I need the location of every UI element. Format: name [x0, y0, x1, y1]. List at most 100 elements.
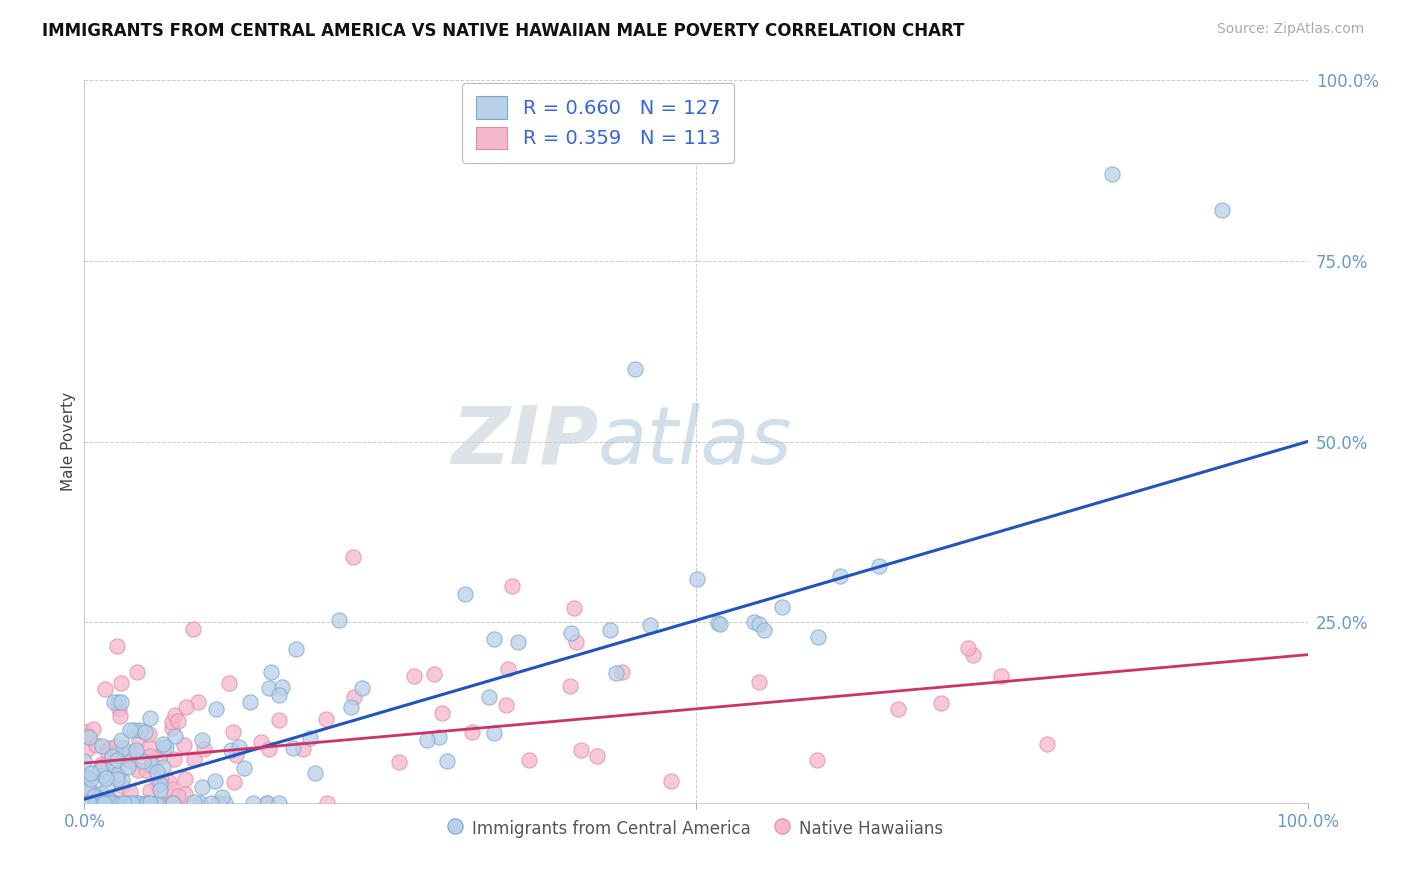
- Point: [267, 796, 290, 810]
- Point: [75, 796, 97, 810]
- Point: [120, 785, 142, 799]
- Point: [84, 796, 107, 810]
- Point: [86, 792, 108, 806]
- Point: [139, 748, 162, 763]
- Point: [1036, 737, 1059, 751]
- Point: [127, 763, 149, 777]
- Point: [454, 587, 477, 601]
- Point: [709, 617, 731, 632]
- Point: [79, 784, 101, 798]
- Point: [148, 796, 170, 810]
- Point: [886, 702, 908, 716]
- Point: [291, 742, 314, 756]
- Point: [131, 754, 153, 768]
- Point: [183, 795, 205, 809]
- Point: [89, 763, 111, 777]
- Point: [624, 362, 647, 376]
- Point: [427, 730, 450, 744]
- Point: [315, 796, 337, 810]
- Point: [249, 735, 271, 749]
- Point: [91, 796, 114, 810]
- Point: [91, 768, 114, 782]
- Point: [79, 796, 101, 810]
- Point: [228, 739, 250, 754]
- Point: [956, 640, 979, 655]
- Point: [96, 771, 118, 785]
- Point: [105, 639, 128, 653]
- Point: [138, 727, 160, 741]
- Point: [558, 679, 581, 693]
- Point: [125, 743, 148, 757]
- Point: [117, 760, 139, 774]
- Point: [328, 613, 350, 627]
- Point: [94, 796, 117, 810]
- Point: [193, 742, 215, 756]
- Point: [260, 665, 283, 680]
- Point: [1211, 203, 1233, 218]
- Point: [118, 723, 141, 737]
- Point: [242, 796, 264, 810]
- Point: [125, 796, 148, 810]
- Point: [605, 665, 627, 680]
- Point: [105, 753, 128, 767]
- Point: [101, 759, 124, 773]
- Point: [402, 669, 425, 683]
- Point: [103, 796, 125, 810]
- Point: [160, 796, 183, 810]
- Point: [125, 665, 148, 680]
- Point: [239, 695, 262, 709]
- Point: [73, 725, 96, 739]
- Point: [110, 695, 132, 709]
- Point: [76, 781, 98, 796]
- Point: [222, 774, 245, 789]
- Point: [93, 796, 115, 810]
- Point: [76, 784, 98, 798]
- Point: [136, 796, 159, 810]
- Point: [869, 558, 891, 573]
- Point: [94, 682, 117, 697]
- Point: [97, 796, 120, 810]
- Point: [423, 666, 446, 681]
- Point: [145, 796, 167, 810]
- Point: [79, 730, 101, 744]
- Point: [73, 754, 96, 768]
- Point: [105, 739, 128, 754]
- Point: [121, 745, 143, 759]
- Point: [340, 700, 363, 714]
- Point: [962, 648, 984, 662]
- Point: [270, 680, 292, 694]
- Point: [84, 796, 107, 810]
- Point: [107, 695, 129, 709]
- Point: [517, 753, 540, 767]
- Point: [103, 695, 125, 709]
- Point: [929, 696, 952, 710]
- Point: [86, 765, 108, 780]
- Point: [111, 773, 134, 788]
- Point: [496, 662, 519, 676]
- Point: [110, 675, 132, 690]
- Point: [752, 624, 775, 638]
- Point: [173, 738, 195, 752]
- Point: [139, 784, 162, 798]
- Point: [121, 754, 143, 768]
- Legend: Immigrants from Central America, Native Hawaiians: Immigrants from Central America, Native …: [441, 812, 950, 845]
- Point: [97, 796, 120, 810]
- Point: [342, 690, 364, 704]
- Point: [149, 776, 172, 790]
- Point: [153, 740, 176, 755]
- Point: [155, 739, 177, 754]
- Point: [75, 796, 97, 810]
- Point: [100, 748, 122, 763]
- Point: [122, 723, 145, 737]
- Point: [149, 783, 172, 797]
- Point: [430, 706, 453, 720]
- Point: [707, 615, 730, 630]
- Point: [141, 758, 163, 772]
- Point: [160, 714, 183, 729]
- Point: [222, 725, 245, 739]
- Point: [495, 698, 517, 712]
- Point: [96, 796, 118, 810]
- Point: [167, 789, 190, 803]
- Point: [188, 796, 211, 810]
- Point: [80, 772, 103, 786]
